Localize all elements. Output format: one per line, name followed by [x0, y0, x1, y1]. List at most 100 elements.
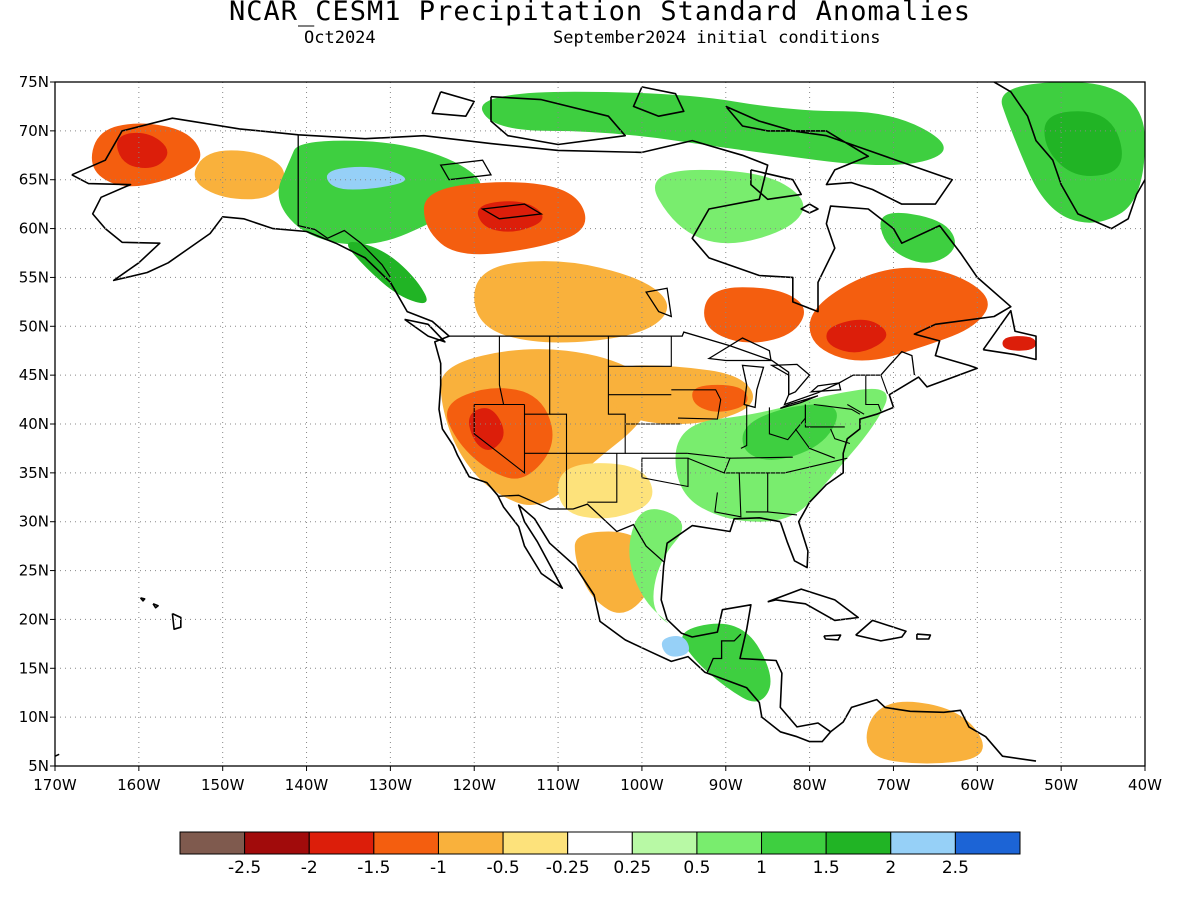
- colorbar-label: 0.5: [683, 858, 710, 878]
- colorbar-swatch: [244, 831, 310, 855]
- anomaly-region: [654, 169, 804, 244]
- state-border: [687, 452, 731, 474]
- lon-tick-label: 140W: [285, 776, 329, 794]
- country-border: [449, 331, 916, 406]
- coastline: [750, 169, 802, 201]
- colorbar-label: 0.25: [613, 858, 651, 878]
- coastline: [152, 603, 159, 609]
- anomaly-region: [1044, 111, 1122, 177]
- coastline: [404, 318, 446, 343]
- colorbar-swatch: [437, 831, 504, 855]
- coastline: [982, 309, 1037, 361]
- anomaly-region: [742, 404, 837, 460]
- state-border: [714, 472, 742, 518]
- colorbar-label: -2.5: [228, 858, 261, 878]
- state-border: [847, 404, 865, 415]
- colorbar-label: -0.5: [486, 858, 519, 878]
- lake-outline: [769, 363, 811, 396]
- anomaly-region: [880, 212, 955, 263]
- plot-area: [54, 81, 1146, 767]
- colorbar-label: -2: [301, 858, 318, 878]
- coastline: [171, 612, 182, 630]
- lon-tick-label: 120W: [452, 776, 496, 794]
- lat-tick-label: 15N: [19, 659, 49, 677]
- colorbar-label: -1.5: [357, 858, 390, 878]
- lon-tick-label: 50W: [1044, 776, 1078, 794]
- lon-tick-label: 40W: [1128, 776, 1162, 794]
- lake-outline: [645, 287, 673, 318]
- coastline: [855, 619, 907, 642]
- state-border: [865, 375, 882, 412]
- lat-tick-label: 55N: [19, 268, 49, 286]
- lat-tick-label: 45N: [19, 366, 49, 384]
- coastline: [55, 753, 60, 757]
- coastline: [490, 95, 626, 146]
- lon-tick-label: 60W: [960, 776, 994, 794]
- anomaly-region: [826, 319, 887, 353]
- colorbar-swatch: [890, 831, 956, 855]
- state-border: [498, 336, 505, 405]
- coastline: [823, 634, 842, 641]
- colorbar-swatch: [373, 831, 439, 855]
- state-border: [671, 389, 722, 420]
- coastline: [916, 633, 932, 640]
- lon-tick-label: 130W: [369, 776, 413, 794]
- anomaly-shading: [91, 82, 1145, 764]
- state-border: [880, 374, 889, 394]
- coastlines: [55, 82, 1145, 762]
- country-border: [497, 494, 665, 563]
- colorbar-label: 1.5: [813, 858, 840, 878]
- coastline: [632, 86, 685, 117]
- colorbar-swatch: [825, 831, 892, 855]
- lake-outline: [809, 382, 842, 393]
- coastline: [139, 597, 146, 602]
- colorbar-swatch: [631, 831, 698, 855]
- colorbar-label: 1: [756, 858, 767, 878]
- longitude-labels: 170W 160W 150W 140W 130W 120W 110W 100W 90W 80W 70…: [33, 766, 1162, 794]
- lat-tick-label: 40N: [19, 415, 49, 433]
- colorbar-label: 2: [885, 858, 896, 878]
- country-border: [706, 633, 742, 673]
- lon-tick-label: 100W: [620, 776, 664, 794]
- lake-outline: [439, 159, 493, 181]
- state-border: [729, 456, 793, 459]
- lon-tick-label: 70W: [877, 776, 911, 794]
- colorbar-swatch: [567, 831, 633, 855]
- coastline: [725, 105, 953, 205]
- coastline: [993, 82, 1145, 230]
- lon-tick-label: 90W: [709, 776, 743, 794]
- lon-tick-label: 110W: [536, 776, 580, 794]
- state-border: [830, 428, 851, 445]
- lat-tick-label: 25N: [19, 562, 49, 580]
- lat-tick-label: 35N: [19, 464, 49, 482]
- colorbar-label: 2.5: [942, 858, 969, 878]
- colorbar-swatch: [308, 831, 375, 855]
- state-border: [473, 404, 526, 475]
- anomaly-region: [326, 166, 406, 190]
- anomaly-region: [1002, 336, 1036, 351]
- colorbar-swatch: [179, 831, 246, 855]
- initial-conditions: September2024 initial conditions: [553, 28, 881, 48]
- lake-outline: [741, 364, 765, 409]
- anomaly-region: [468, 408, 504, 451]
- coastline: [767, 588, 859, 622]
- valid-month: Oct2024: [304, 28, 376, 48]
- anomaly-region: [477, 201, 543, 232]
- state-border: [767, 511, 798, 516]
- state-border: [740, 404, 748, 449]
- anomaly-region: [661, 636, 690, 657]
- state-border: [608, 336, 672, 367]
- lake-outline: [707, 337, 772, 362]
- latitude-labels: 75N 70N 65N 60N 55N 50N 45N 40N 35N 30N 25N 20N 15N 1…: [19, 73, 55, 775]
- lat-tick-label: 50N: [19, 317, 49, 335]
- state-border: [794, 428, 835, 459]
- colorbar-swatch: [761, 831, 827, 855]
- lat-tick-label: 65N: [19, 171, 49, 189]
- anomaly-region: [629, 509, 683, 624]
- lon-tick-label: 160W: [117, 776, 161, 794]
- state-border: [587, 453, 618, 503]
- grid-lines: [55, 82, 1145, 766]
- lon-tick-label: 170W: [33, 776, 77, 794]
- lake-outline: [780, 395, 819, 410]
